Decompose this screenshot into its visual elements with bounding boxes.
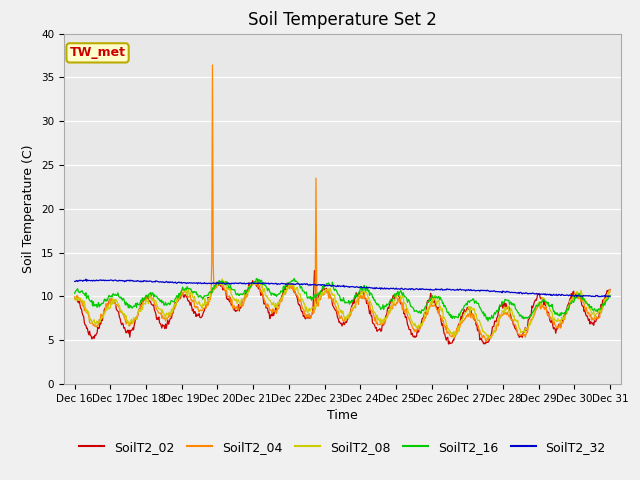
SoilT2_08: [71, 296, 79, 301]
SoilT2_16: [81, 291, 88, 297]
SoilT2_16: [484, 318, 492, 324]
SoilT2_32: [82, 276, 90, 282]
SoilT2_02: [424, 298, 431, 303]
SoilT2_04: [81, 308, 88, 313]
SoilT2_32: [219, 281, 227, 287]
SoilT2_08: [81, 299, 88, 304]
SoilT2_32: [602, 294, 609, 300]
SoilT2_08: [606, 288, 614, 293]
SoilT2_32: [71, 278, 79, 284]
SoilT2_16: [218, 281, 226, 287]
SoilT2_08: [486, 336, 493, 341]
Title: Soil Temperature Set 2: Soil Temperature Set 2: [248, 11, 437, 29]
SoilT2_16: [606, 292, 614, 298]
SoilT2_32: [424, 287, 431, 292]
SoilT2_02: [190, 311, 198, 316]
SoilT2_02: [136, 306, 143, 312]
SoilT2_08: [218, 276, 226, 282]
X-axis label: Time: Time: [327, 409, 358, 422]
SoilT2_16: [71, 290, 79, 296]
SoilT2_02: [408, 330, 416, 336]
SoilT2_32: [136, 279, 144, 285]
SoilT2_04: [408, 324, 416, 329]
SoilT2_02: [218, 284, 226, 289]
SoilT2_08: [219, 282, 227, 288]
SoilT2_04: [71, 294, 79, 300]
SoilT2_02: [81, 320, 88, 326]
SoilT2_08: [190, 295, 198, 301]
SoilT2_16: [190, 288, 198, 294]
SoilT2_04: [606, 289, 614, 295]
SoilT2_08: [408, 318, 416, 324]
SoilT2_16: [424, 299, 431, 304]
SoilT2_02: [310, 268, 318, 274]
SoilT2_04: [482, 339, 490, 345]
SoilT2_02: [445, 341, 452, 347]
SoilT2_32: [81, 277, 88, 283]
SoilT2_08: [424, 309, 431, 315]
SoilT2_32: [408, 286, 416, 292]
SoilT2_04: [190, 297, 198, 303]
SoilT2_32: [191, 280, 198, 286]
SoilT2_04: [424, 312, 431, 317]
Y-axis label: Soil Temperature (C): Soil Temperature (C): [22, 144, 35, 273]
Line: SoilT2_04: SoilT2_04: [75, 65, 610, 342]
SoilT2_16: [136, 302, 143, 308]
Line: SoilT2_08: SoilT2_08: [75, 279, 610, 338]
Line: SoilT2_02: SoilT2_02: [75, 271, 610, 344]
SoilT2_02: [71, 295, 79, 301]
Line: SoilT2_32: SoilT2_32: [75, 279, 610, 297]
Legend: SoilT2_02, SoilT2_04, SoilT2_08, SoilT2_16, SoilT2_32: SoilT2_02, SoilT2_04, SoilT2_08, SoilT2_…: [74, 436, 611, 459]
SoilT2_04: [209, 62, 216, 68]
SoilT2_04: [136, 308, 143, 313]
SoilT2_16: [408, 304, 416, 310]
SoilT2_04: [219, 284, 227, 289]
SoilT2_08: [136, 306, 143, 312]
Text: TW_met: TW_met: [70, 47, 125, 60]
SoilT2_16: [253, 276, 260, 281]
SoilT2_02: [606, 287, 614, 292]
Line: SoilT2_16: SoilT2_16: [75, 278, 610, 321]
SoilT2_32: [606, 294, 614, 300]
